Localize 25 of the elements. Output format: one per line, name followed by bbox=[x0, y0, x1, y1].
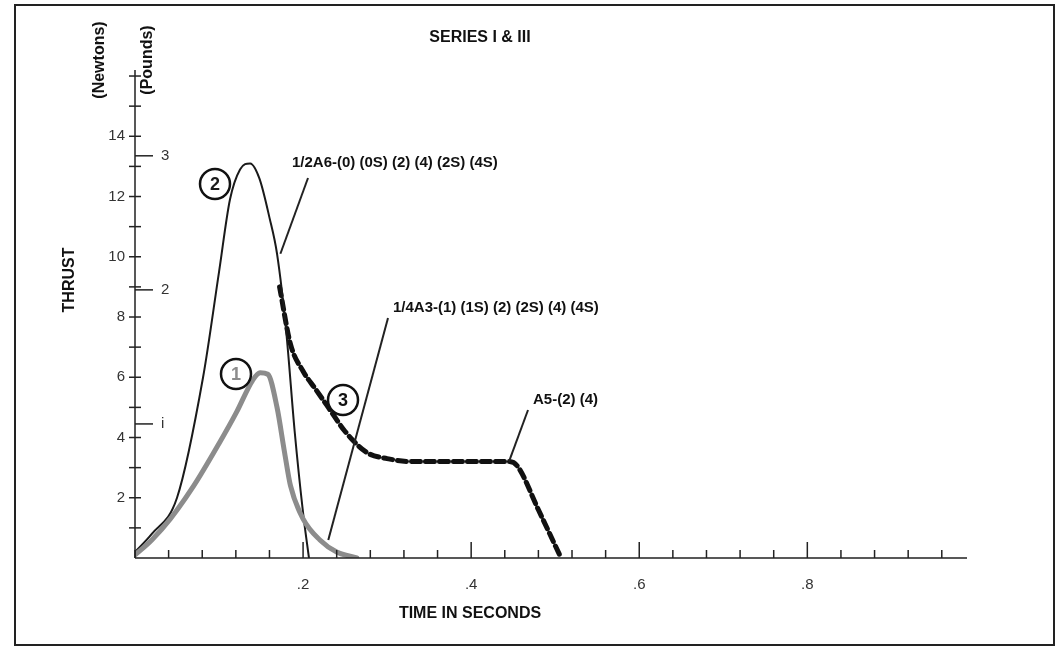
annotation: 1/4A3-(1) (1S) (2) (2S) (4) (4S) bbox=[393, 298, 599, 316]
x-tick-label: .8 bbox=[801, 575, 814, 593]
y-tick-label: 12 bbox=[108, 186, 125, 204]
y2-axis-title: (Pounds) bbox=[138, 25, 156, 95]
text: (Newtons) bbox=[90, 21, 108, 99]
y-tick-label: 14 bbox=[108, 126, 125, 144]
y2-tick-label: 2 bbox=[161, 280, 170, 298]
y2-tick-label: 3 bbox=[161, 145, 170, 163]
y-tick-label: 2 bbox=[116, 487, 125, 505]
series-label: 1 bbox=[230, 363, 242, 384]
y-tick-label: 10 bbox=[108, 246, 125, 264]
series-label: 2 bbox=[209, 173, 221, 194]
y-axis-title: THRUST bbox=[60, 247, 78, 313]
y-tick-label: 4 bbox=[116, 427, 125, 445]
y-tick-label: 6 bbox=[116, 367, 125, 385]
annotation: 1/2A6-(0) (0S) (2) (4) (2S) (4S) bbox=[292, 153, 498, 171]
annotation: A5-(2) (4) bbox=[533, 390, 599, 408]
y-tick-label: 8 bbox=[116, 307, 125, 325]
x-tick-label: .6 bbox=[632, 575, 646, 593]
y2-tick-label: i bbox=[161, 414, 165, 432]
chart-title: SERIES I & III bbox=[429, 28, 531, 46]
x-tick-label: .4 bbox=[464, 575, 478, 593]
x-axis-title: TIME IN SECONDS bbox=[398, 604, 542, 622]
series-label: 3 bbox=[337, 389, 349, 410]
x-tick-label: .2 bbox=[296, 575, 310, 593]
